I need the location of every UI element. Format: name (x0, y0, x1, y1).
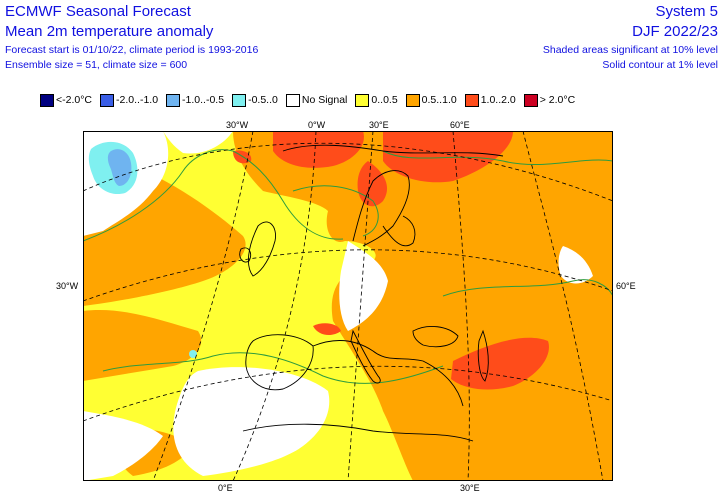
contour-note: Solid contour at 1% level (602, 59, 718, 71)
meridian-30w (152, 131, 254, 481)
legend-label: 0.5..1.0 (421, 94, 457, 106)
legend-swatch (166, 93, 181, 107)
legend-item: 0.5..1.0 (405, 93, 457, 107)
legend-item: <-2.0°C (40, 93, 93, 107)
coast-mediterranean (312, 340, 464, 407)
legend-swatch (523, 93, 538, 107)
white-africa (83, 411, 163, 481)
meridian-60e (452, 131, 470, 481)
legend-label: > 2.0°C (539, 94, 576, 106)
legend-item: > 2.0°C (523, 93, 576, 107)
red-arctic-east (383, 131, 513, 183)
legend-item: No Signal (285, 93, 348, 107)
sig-contour-central (292, 185, 379, 237)
legend-label: 0..0.5 (371, 94, 398, 106)
label-bottom-0e: 0°E (218, 483, 233, 493)
white-south (173, 367, 330, 476)
white-west-europe (339, 241, 388, 331)
coast-caspian (477, 329, 489, 382)
map-title: ECMWF Seasonal Forecast (5, 3, 191, 20)
legend-label: -0.5..0 (248, 94, 278, 106)
red-central-asia (451, 337, 549, 390)
meridian-30e (347, 131, 374, 481)
label-left-30w: 30°W (56, 281, 79, 291)
legend-swatch (405, 93, 420, 107)
season-label: DJF 2022/23 (632, 23, 718, 40)
legend-label: 1.0..2.0 (480, 94, 516, 106)
meridian-east (522, 131, 604, 481)
legend-label: <-2.0°C (56, 94, 93, 106)
system-label: System 5 (655, 3, 718, 20)
coast-arctic (282, 144, 504, 157)
parallel-mid (83, 249, 613, 302)
coast-ireland (239, 247, 252, 263)
label-top-60e: 60°E (450, 120, 470, 130)
white-greenland (163, 131, 233, 154)
parallel-south (83, 365, 613, 422)
legend-swatch (232, 93, 247, 107)
legend-swatch (285, 93, 300, 107)
legend-item: 0..0.5 (355, 93, 398, 107)
coast-italy (350, 329, 381, 384)
legend-item: 1.0..2.0 (464, 93, 516, 107)
label-top-0w: 0°W (308, 120, 326, 130)
legend-swatch (355, 93, 370, 107)
orange-northeast (233, 131, 613, 481)
blue-patch (107, 149, 132, 186)
coast-scandinavia (352, 170, 410, 247)
lightblue-dot (189, 350, 197, 358)
coast-iberia (245, 334, 314, 391)
forecast-start-text: Forecast start is 01/10/22, climate peri… (5, 44, 259, 56)
legend: <-2.0°C -2.0..-1.0 -1.0..-0.5 -0.5..0 No Sig… (40, 92, 583, 108)
coast-black-sea (412, 325, 459, 348)
legend-swatch (464, 93, 479, 107)
sig-contour-east (382, 150, 613, 166)
legend-label: -1.0..-0.5 (182, 94, 225, 106)
legend-swatch (40, 93, 54, 107)
white-east-patch (558, 246, 593, 284)
map-subtitle: Mean 2m temperature anomaly (5, 23, 214, 40)
ensemble-size-text: Ensemble size = 51, climate size = 600 (5, 59, 188, 71)
anomaly-map (83, 131, 613, 481)
label-top-30e: 30°E (369, 120, 389, 130)
sig-contour-north (83, 149, 344, 242)
legend-item: -2.0..-1.0 (100, 93, 159, 107)
label-top-30w: 30°W (226, 120, 249, 130)
legend-label: -2.0..-1.0 (116, 94, 159, 106)
legend-label: No Signal (301, 94, 348, 106)
sig-contour-south (102, 352, 444, 384)
legend-swatch (100, 93, 115, 107)
coast-britain (247, 221, 276, 277)
red-balkan (313, 323, 341, 336)
legend-item: -1.0..-0.5 (166, 93, 225, 107)
red-finland (357, 161, 388, 207)
label-right-60e: 60°E (616, 281, 636, 291)
red-scandinavia-top (273, 131, 364, 168)
legend-item: -0.5..0 (232, 93, 278, 107)
map-frame (83, 131, 613, 481)
label-bottom-30e: 30°E (460, 483, 480, 493)
significance-note: Shaded areas significant at 10% level (542, 44, 718, 56)
coast-africa (242, 423, 474, 442)
parallel-north (83, 142, 613, 202)
coast-baltic (382, 215, 416, 247)
sig-contour-asia (442, 279, 613, 297)
